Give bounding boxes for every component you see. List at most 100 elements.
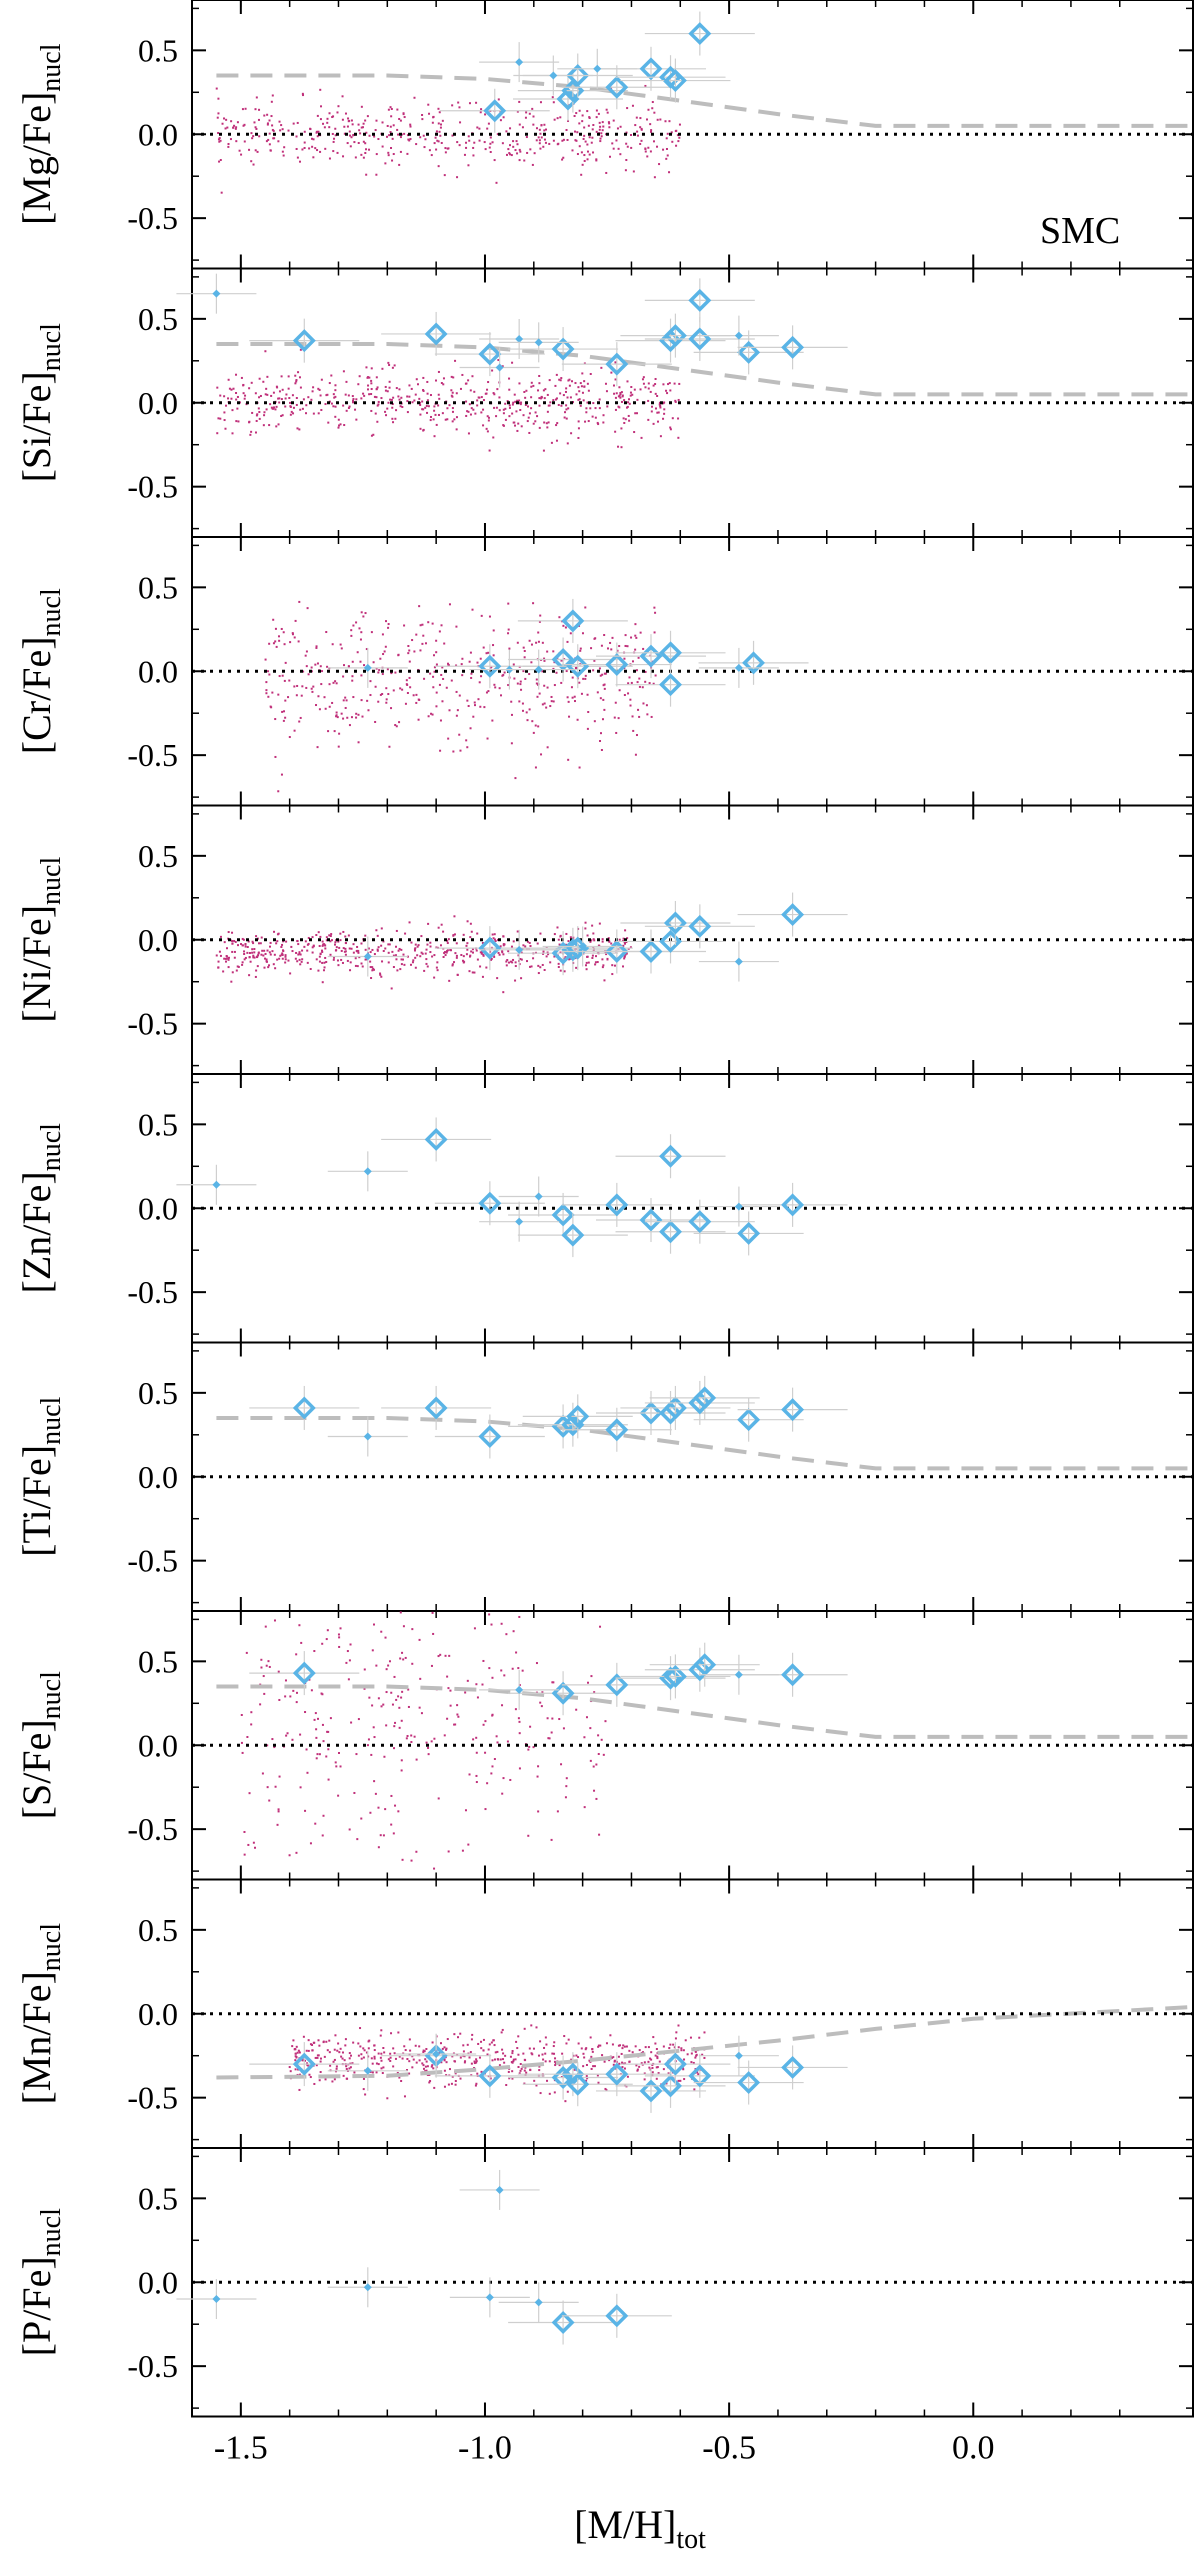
cluster-diamond [551,337,575,361]
field-star [623,421,626,424]
field-star [426,411,429,414]
y-axis-label-main: [S/Fe] [14,1719,59,1819]
field-star [550,1731,553,1734]
field-star [631,104,634,107]
field-star [690,2052,693,2055]
field-star [389,398,392,401]
field-star [581,114,584,117]
field-star [367,388,370,391]
field-star [593,939,596,942]
field-star [642,647,645,650]
field-star [384,162,387,165]
field-star [321,940,324,943]
field-star [553,955,556,958]
field-star [398,117,401,120]
field-star [578,122,581,125]
field-star [565,670,568,673]
field-star [537,1810,540,1813]
field-star [290,410,293,413]
field-star [292,406,295,409]
field-star [381,692,384,695]
field-star [538,2069,541,2072]
field-star [414,947,417,950]
field-star [299,1786,302,1789]
field-star [429,945,432,948]
field-star [475,101,478,104]
field-star [640,139,643,142]
field-star [366,376,369,379]
field-star [394,954,397,957]
field-star [611,2043,614,2046]
field-star [537,1765,540,1768]
field-star [590,939,593,942]
field-star [527,405,530,408]
cluster-diamond [605,352,629,376]
y-axis-label-main: [P/Fe] [14,2256,59,2356]
field-star [298,720,301,723]
field-star [410,1741,413,1744]
field-star [523,390,526,393]
field-star [403,2045,406,2048]
field-star [639,388,642,391]
field-star [321,961,324,964]
field-star [663,408,666,411]
field-star [451,410,454,413]
field-star [307,936,310,939]
field-star [301,92,304,95]
panel-4: 0.50.0-0.5[Zn/Fe]nucl [14,1073,1194,1344]
field-star [520,2067,523,2070]
field-star [354,408,357,411]
field-star [323,966,326,969]
field-star [284,961,287,964]
field-star [600,135,603,138]
field-star [543,702,546,705]
field-star [455,690,458,693]
field-star [459,2077,462,2080]
field-star [566,640,569,643]
field-star [333,2078,336,2081]
field-star [328,157,331,160]
field-star [312,138,315,141]
field-star [683,2078,686,2081]
field-star [504,407,507,410]
field-star [443,1734,446,1737]
field-star [632,729,635,732]
field-star [538,404,541,407]
field-star [219,394,222,397]
field-star [703,2031,706,2034]
field-star [380,1630,383,1633]
field-star [508,647,511,650]
field-star [617,147,620,150]
field-star [478,681,481,684]
field-star [574,382,577,385]
cluster-diamond [605,1418,629,1442]
cluster-diamond [781,1663,805,1687]
field-star [391,159,394,162]
field-star [456,2053,459,2056]
field-star [577,398,580,401]
field-star [638,685,641,688]
field-star [380,975,383,978]
field-star [338,946,341,949]
field-star [394,671,397,674]
field-star [559,951,562,954]
field-star [320,949,323,952]
field-star [530,2052,533,2055]
field-star [460,953,463,956]
field-star [564,2100,567,2103]
field-star [406,955,409,958]
cluster-diamond [737,1408,761,1432]
field-star [551,1681,554,1684]
field-star [436,961,439,964]
field-star [280,945,283,948]
field-star [633,388,636,391]
field-star [472,951,475,954]
field-star [374,129,377,132]
field-star [223,419,226,422]
field-star [405,2069,408,2072]
field-star [543,2046,546,2049]
y-axis-label: [P/Fe]nucl [14,2208,67,2356]
field-star [545,946,548,949]
field-star [334,127,337,130]
field-star [535,139,538,142]
